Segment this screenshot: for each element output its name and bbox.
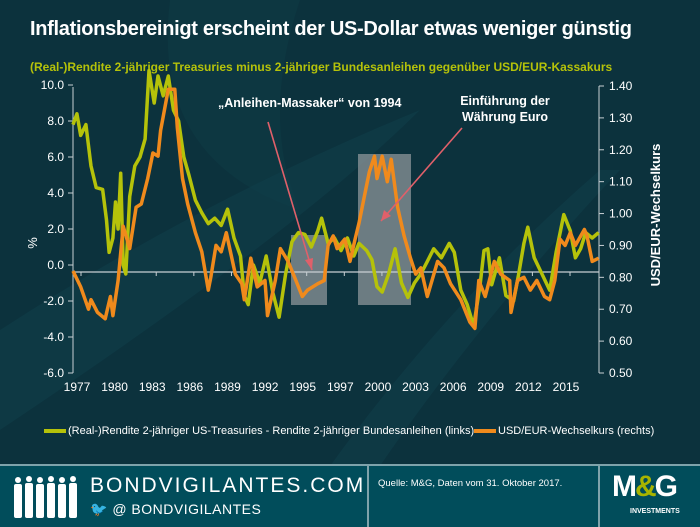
legend-item-usd-eur: USD/EUR-Wechselkurs (rechts) [474, 425, 654, 437]
x-tick-label: 1986 [176, 380, 203, 394]
right-tick-label: 0.80 [609, 270, 633, 284]
left-tick-label: -4.0 [43, 330, 64, 344]
x-tick-label: 2006 [440, 380, 467, 394]
x-tick-label: 2003 [402, 380, 429, 394]
left-tick-label: -6.0 [43, 366, 64, 380]
left-tick-label: 10.0 [41, 78, 65, 92]
series-usd-eur-line [71, 87, 600, 331]
annotation-arrowhead-1994 [305, 258, 313, 270]
legend-label-spread: (Real-)Rendite 2-jähriger US-Treasuries … [68, 425, 475, 437]
left-tick-label: -2.0 [43, 294, 64, 308]
left-tick-label: 0.0 [47, 258, 64, 272]
right-tick-label: 1.30 [609, 111, 633, 125]
annotation-arrowhead-euro [381, 210, 391, 221]
left-tick-label: 4.0 [47, 186, 64, 200]
annotation-arrow-euro [380, 127, 463, 222]
x-tick-label: 2009 [477, 380, 504, 394]
right-axis-label: USD/EUR-Wechselkurs [648, 144, 663, 287]
x-tick-label: 1989 [214, 380, 241, 394]
footer: BONDVIGILANTES.COM 🐦 @ BONDVIGILANTES Qu… [0, 464, 700, 527]
annotation-1994-label: „Anleihen-Massaker“ von 1994 [218, 96, 401, 110]
annotation-box-1994 [291, 235, 327, 305]
legend-swatch-spread [44, 429, 66, 433]
annotation-euro-label-line1: Einführung der [460, 94, 550, 108]
x-tick-label: 2000 [365, 380, 392, 394]
twitter-icon: 🐦 [90, 501, 108, 517]
x-tick-label: 1992 [252, 380, 279, 394]
x-tick-label: 1977 [64, 380, 91, 394]
x-tick-label: 2015 [553, 380, 580, 394]
footer-divider [598, 466, 600, 527]
legend-swatch-usd-eur [474, 429, 496, 433]
footer-divider [367, 466, 369, 527]
x-tick-label: 1995 [289, 380, 316, 394]
legend-item-spread: (Real-)Rendite 2-jähriger US-Treasuries … [44, 425, 474, 437]
x-tick-label: 1980 [101, 380, 128, 394]
mg-logo: M&G [612, 470, 678, 503]
source-note: Quelle: M&G, Daten vom 31. Oktober 2017. [378, 478, 563, 489]
chart-title: Inflationsbereinigt erscheint der US-Dol… [30, 18, 632, 40]
right-tick-label: 1.10 [609, 175, 633, 189]
chart-plot: 1977 1980 1983 1986 1989 1992 1995 1997 2000 2003… [25, 68, 663, 394]
x-tick-label: 1997 [327, 380, 354, 394]
left-tick-label: 6.0 [47, 150, 64, 164]
legend-label-usd-eur: USD/EUR-Wechselkurs (rechts) [498, 425, 655, 437]
left-axis-label: % [25, 237, 40, 249]
annotation-arrow-1994 [267, 121, 313, 271]
right-tick-label: 0.90 [609, 238, 633, 252]
people-silhouette-icon [14, 476, 77, 518]
twitter-handle-text: @ BONDVIGILANTES [112, 501, 262, 517]
right-tick-label: 0.50 [609, 366, 633, 380]
annotation-euro-label-line2: Währung Euro [462, 110, 548, 124]
x-tick-label: 1983 [139, 380, 166, 394]
series-real-yield-spread-line [71, 68, 600, 328]
right-tick-label: 1.00 [609, 207, 633, 221]
mg-logo-subtext: INVESTMENTS [630, 508, 680, 515]
twitter-handle[interactable]: 🐦 @ BONDVIGILANTES [90, 501, 261, 518]
left-tick-label: 2.0 [47, 222, 64, 236]
right-tick-label: 0.70 [609, 302, 633, 316]
left-tick-label: 8.0 [47, 114, 64, 128]
x-tick-label: 2012 [515, 380, 542, 394]
brand-link[interactable]: BONDVIGILANTES.COM [90, 474, 366, 497]
right-tick-label: 1.40 [609, 79, 633, 93]
right-tick-label: 1.20 [609, 143, 633, 157]
right-tick-label: 0.60 [609, 334, 633, 348]
chart-subtitle: (Real-)Rendite 2-jähriger Treasuries min… [30, 60, 613, 74]
